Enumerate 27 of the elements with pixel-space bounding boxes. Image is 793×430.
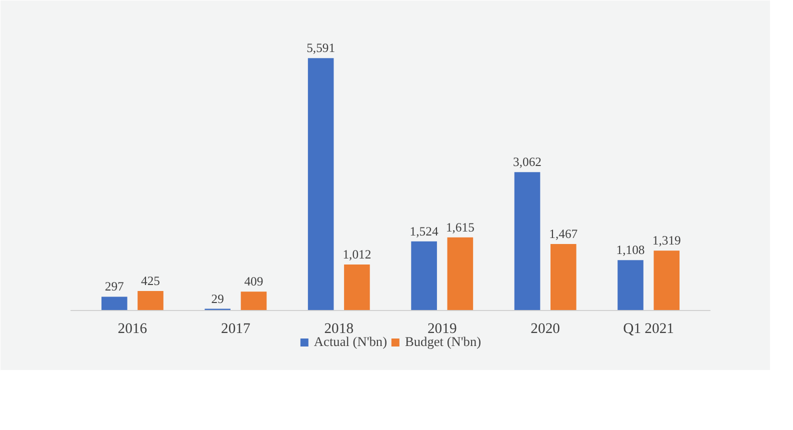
data-label: 1,615 <box>446 220 474 234</box>
bar <box>240 292 267 310</box>
x-tick-label: 2020 <box>530 321 560 338</box>
bar <box>411 241 437 310</box>
bar <box>514 172 540 310</box>
data-label: 1,467 <box>549 226 578 241</box>
bar <box>308 58 334 310</box>
bar <box>344 264 370 310</box>
data-label: 1,319 <box>652 234 681 248</box>
bar <box>138 290 164 310</box>
data-label: 1,108 <box>616 243 645 258</box>
data-label: 425 <box>141 274 160 288</box>
data-label: 5,591 <box>306 41 336 56</box>
bar <box>101 296 128 310</box>
data-label: 409 <box>244 274 264 289</box>
bar <box>618 260 644 310</box>
data-label: 1,524 <box>410 224 439 238</box>
data-label: 297 <box>104 280 124 294</box>
bar <box>654 250 680 310</box>
data-label: 29 <box>211 292 224 306</box>
x-tick-label: Q1 2021 <box>623 321 674 338</box>
data-label: 1,012 <box>342 248 372 262</box>
bar <box>447 237 474 310</box>
bar <box>550 244 576 310</box>
x-tick-label: 2017 <box>221 321 250 338</box>
x-tick-label: 2016 <box>118 321 148 338</box>
data-label: 3,062 <box>513 155 542 170</box>
